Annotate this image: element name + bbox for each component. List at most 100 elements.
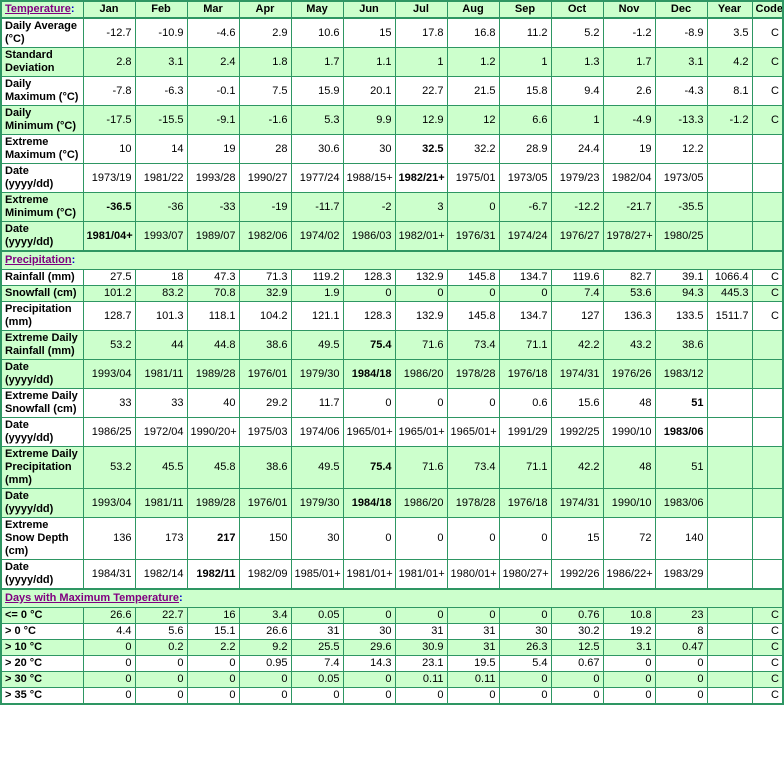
value-cell-mar: 2.2 xyxy=(186,639,240,656)
row-label-0-c: <= 0 °C xyxy=(0,607,84,624)
value-cell-jul: 17.8 xyxy=(394,17,448,48)
value-cell-oct: 30.2 xyxy=(550,623,604,640)
value-cell-code xyxy=(751,163,784,193)
value-cell-jun: 128.3 xyxy=(342,301,396,331)
value-cell-dec: 1983/06 xyxy=(654,488,708,518)
value-cell-jun: 75.4 xyxy=(342,446,396,489)
value-cell-code: C xyxy=(751,671,784,688)
table-row: Precipitation (mm) 128.7 101.3 118.1 104.2 12… xyxy=(0,301,784,331)
value-cell-sep: 30 xyxy=(498,623,552,640)
value-cell-nov: 1982/04 xyxy=(602,163,656,193)
value-cell-may: 5.3 xyxy=(290,105,344,135)
value-cell-feb: 0.2 xyxy=(134,639,188,656)
value-cell-dec: -8.9 xyxy=(654,17,708,48)
value-cell-aug: 1975/01 xyxy=(446,163,500,193)
value-cell-jul: 0 xyxy=(394,687,448,705)
value-cell-oct: 1974/31 xyxy=(550,488,604,518)
row-label-10-c: > 10 °C xyxy=(0,639,84,656)
value-cell-oct: 0.67 xyxy=(550,655,604,672)
value-cell-year xyxy=(706,446,753,489)
value-cell-code: C xyxy=(751,301,784,331)
value-cell-jan: -12.7 xyxy=(82,17,136,48)
table-row: > 10 °C 0 0.2 2.2 9.2 25.5 29.6 30.9 31 26.3 12.5 3… xyxy=(0,639,784,656)
value-cell-year xyxy=(706,134,753,164)
value-cell-dec: 1983/12 xyxy=(654,359,708,389)
table-row: <= 0 °C 26.6 22.7 16 3.4 0.05 0 0 0 0 0.76 10.8 23 C xyxy=(0,607,784,624)
value-cell-feb: 3.1 xyxy=(134,47,188,77)
value-cell-jul: 3 xyxy=(394,192,448,222)
value-cell-sep: 1980/27+ xyxy=(498,559,552,590)
value-cell-oct: 15.6 xyxy=(550,388,604,418)
value-cell-nov: 1.7 xyxy=(602,47,656,77)
value-cell-dec: 1983/29 xyxy=(654,559,708,590)
value-cell-mar: -9.1 xyxy=(186,105,240,135)
value-cell-sep: 1 xyxy=(498,47,552,77)
value-cell-apr: 26.6 xyxy=(238,623,292,640)
value-cell-year xyxy=(706,163,753,193)
value-cell-aug: 1.2 xyxy=(446,47,500,77)
value-cell-year xyxy=(706,671,753,688)
value-cell-nov: 0 xyxy=(602,671,656,688)
value-cell-jan: 1973/19 xyxy=(82,163,136,193)
value-cell-year xyxy=(706,192,753,222)
section-header-cell: Days with Maximum Temperature: xyxy=(0,588,784,608)
row-label-date-yyyy-dd: Date (yyyy/dd) xyxy=(0,359,84,389)
value-cell-dec: 23 xyxy=(654,607,708,624)
value-cell-aug: 145.8 xyxy=(446,269,500,286)
value-cell-aug: 1978/28 xyxy=(446,488,500,518)
value-cell-may: 11.7 xyxy=(290,388,344,418)
value-cell-apr: 1975/03 xyxy=(238,417,292,447)
value-cell-apr: 1976/01 xyxy=(238,359,292,389)
value-cell-jan: -17.5 xyxy=(82,105,136,135)
value-cell-aug: 16.8 xyxy=(446,17,500,48)
value-cell-oct: 42.2 xyxy=(550,446,604,489)
value-cell-may: 1979/30 xyxy=(290,359,344,389)
value-cell-apr: 0 xyxy=(238,687,292,705)
value-cell-oct: 1992/26 xyxy=(550,559,604,590)
value-cell-jul: 1986/20 xyxy=(394,488,448,518)
value-cell-jul: 0.11 xyxy=(394,671,448,688)
value-cell-jun: 75.4 xyxy=(342,330,396,360)
value-cell-nov: 48 xyxy=(602,446,656,489)
value-cell-aug: 1965/01+ xyxy=(446,417,500,447)
value-cell-aug: 1976/31 xyxy=(446,221,500,252)
value-cell-nov: 0 xyxy=(602,655,656,672)
value-cell-feb: 1982/14 xyxy=(134,559,188,590)
row-label-30-c: > 30 °C xyxy=(0,671,84,688)
section-title-days-with-maximum-temperature: Days with Maximum Temperature xyxy=(5,592,180,604)
value-cell-jul: 1982/01+ xyxy=(394,221,448,252)
value-cell-apr: 104.2 xyxy=(238,301,292,331)
value-cell-aug: 145.8 xyxy=(446,301,500,331)
value-cell-mar: 1993/28 xyxy=(186,163,240,193)
value-cell-nov: -4.9 xyxy=(602,105,656,135)
value-cell-mar: 118.1 xyxy=(186,301,240,331)
row-label-daily-average-c: Daily Average (°C) xyxy=(0,17,84,48)
value-cell-aug: 73.4 xyxy=(446,330,500,360)
value-cell-feb: 0 xyxy=(134,671,188,688)
value-cell-mar: 217 xyxy=(186,517,240,560)
value-cell-nov: 3.1 xyxy=(602,639,656,656)
value-cell-jun: 0 xyxy=(342,671,396,688)
value-cell-mar: -33 xyxy=(186,192,240,222)
value-cell-may: 1.9 xyxy=(290,285,344,302)
value-cell-feb: 14 xyxy=(134,134,188,164)
value-cell-year: -1.2 xyxy=(706,105,753,135)
section-header-row-days-with-maximum-temperature: Days with Maximum Temperature: xyxy=(0,588,784,608)
column-header-dec: Dec xyxy=(654,0,708,19)
value-cell-may: 30.6 xyxy=(290,134,344,164)
value-cell-aug: 0 xyxy=(446,388,500,418)
value-cell-may: 49.5 xyxy=(290,330,344,360)
value-cell-jun: 15 xyxy=(342,17,396,48)
value-cell-oct: 1974/31 xyxy=(550,359,604,389)
value-cell-code: C xyxy=(751,623,784,640)
value-cell-feb: 45.5 xyxy=(134,446,188,489)
value-cell-jan: 1986/25 xyxy=(82,417,136,447)
value-cell-code xyxy=(751,134,784,164)
value-cell-aug: 1978/28 xyxy=(446,359,500,389)
value-cell-year xyxy=(706,330,753,360)
row-label-extreme-daily-rainfall-mm: Extreme Daily Rainfall (mm) xyxy=(0,330,84,360)
value-cell-feb: 1981/11 xyxy=(134,488,188,518)
value-cell-year xyxy=(706,359,753,389)
value-cell-jul: 0 xyxy=(394,285,448,302)
value-cell-apr: 28 xyxy=(238,134,292,164)
